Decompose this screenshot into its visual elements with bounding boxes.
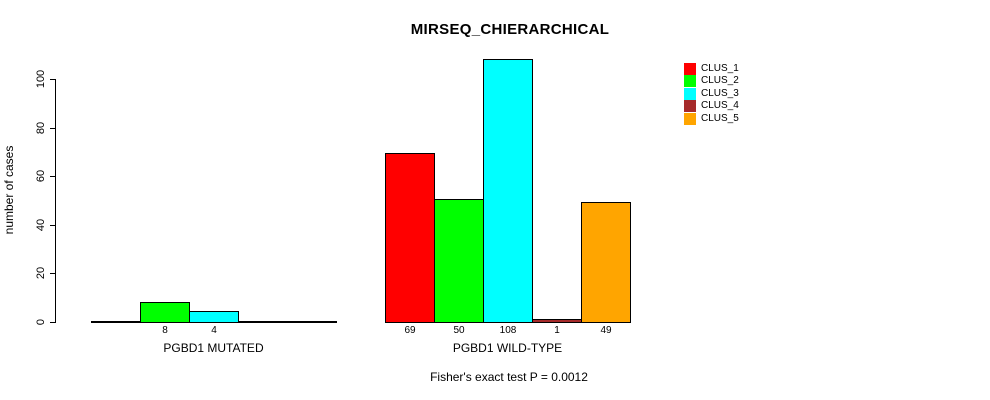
legend-swatch-clus_2: [684, 75, 696, 87]
bar-clus_5-group1: [287, 321, 337, 323]
bar-clus_1-group2: [385, 153, 435, 323]
legend-swatch-clus_4: [684, 100, 696, 112]
group-label: PGBD1 MUTATED: [163, 341, 264, 355]
y-axis-line: [55, 79, 56, 323]
legend-label: CLUS_1: [701, 63, 739, 74]
bar-value-label: 1: [554, 325, 560, 336]
bar-clus_3-group1: [189, 311, 239, 323]
y-axis-tick: [50, 273, 55, 274]
bar-value-label: 8: [162, 325, 168, 336]
y-axis-tick: [50, 176, 55, 177]
bar-value-label: 69: [404, 325, 416, 336]
bar-value-label: 50: [453, 325, 465, 336]
legend-label: CLUS_5: [701, 113, 739, 124]
legend-swatch-clus_1: [684, 63, 696, 75]
bar-clus_5-group2: [581, 202, 631, 323]
bar-clus_3-group2: [483, 59, 533, 323]
legend-label: CLUS_4: [701, 100, 739, 111]
bar-value-label: 108: [499, 325, 517, 336]
y-axis-tick: [50, 322, 55, 323]
group-label: PGBD1 WILD-TYPE: [452, 341, 563, 355]
y-axis-tick: [50, 225, 55, 226]
legend-label: CLUS_3: [701, 88, 739, 99]
bar-value-label: 4: [211, 325, 217, 336]
legend-swatch-clus_5: [684, 113, 696, 125]
chart-title: MIRSEQ_CHIERARCHICAL: [410, 21, 610, 38]
legend-label: CLUS_2: [701, 75, 739, 86]
legend-swatch-clus_3: [684, 88, 696, 100]
bar-value-label: 49: [600, 325, 612, 336]
y-axis-tick: [50, 79, 55, 80]
bar-clus_2-group2: [434, 199, 484, 323]
annotation-text: Fisher's exact test P = 0.0012: [430, 370, 588, 384]
y-axis-tick: [50, 128, 55, 129]
